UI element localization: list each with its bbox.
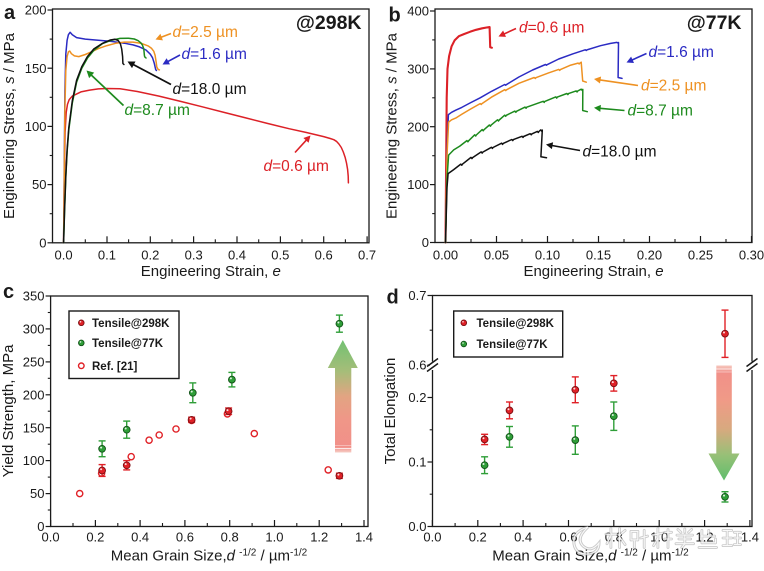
svg-text:0.1: 0.1 <box>408 455 426 470</box>
svg-text:Tensile@77K: Tensile@77K <box>92 338 164 350</box>
svg-text:0.0: 0.0 <box>423 530 441 545</box>
svg-text:Total Elongation: Total Elongation <box>382 358 399 465</box>
svg-text:Tensile@298K: Tensile@298K <box>92 318 170 330</box>
svg-text:0.2: 0.2 <box>86 530 104 545</box>
svg-text:0.6: 0.6 <box>176 530 194 545</box>
svg-text:0.6: 0.6 <box>315 248 333 263</box>
svg-text:c: c <box>3 281 14 303</box>
svg-text:b: b <box>389 5 401 27</box>
svg-text:d=2.5 µm: d=2.5 µm <box>173 24 238 41</box>
svg-text:100: 100 <box>23 453 45 468</box>
svg-text:0.5: 0.5 <box>271 248 289 263</box>
svg-text:400: 400 <box>407 4 429 19</box>
svg-text:0.0: 0.0 <box>408 519 426 534</box>
svg-text:Engineering Strain, e: Engineering Strain, e <box>141 263 281 280</box>
svg-text:@298K: @298K <box>296 12 362 34</box>
svg-text:1.4: 1.4 <box>741 530 759 545</box>
svg-text:250: 250 <box>23 354 45 369</box>
svg-text:100: 100 <box>407 177 429 192</box>
svg-text:d=8.7 µm: d=8.7 µm <box>125 102 190 119</box>
svg-text:0.2: 0.2 <box>141 248 159 263</box>
svg-text:0.7: 0.7 <box>408 288 426 303</box>
svg-text:d=1.6 µm: d=1.6 µm <box>649 44 714 61</box>
svg-text:0.4: 0.4 <box>131 530 149 545</box>
svg-text:0.2: 0.2 <box>408 390 426 405</box>
svg-text:300: 300 <box>23 322 45 337</box>
svg-text:1.4: 1.4 <box>355 530 373 545</box>
svg-text:0.2: 0.2 <box>469 530 487 545</box>
svg-text:0: 0 <box>37 519 44 534</box>
svg-text:Engineering Stress, s / MPa: Engineering Stress, s / MPa <box>384 32 401 219</box>
svg-text:150: 150 <box>25 61 47 76</box>
svg-text:d=2.5 µm: d=2.5 µm <box>641 78 706 95</box>
svg-text:0.30: 0.30 <box>739 248 764 263</box>
svg-text:0.7: 0.7 <box>358 248 376 263</box>
svg-text:Yield Strength, MPa: Yield Strength, MPa <box>0 344 17 478</box>
svg-text:200: 200 <box>407 119 429 134</box>
svg-text:200: 200 <box>23 387 45 402</box>
svg-text:0.3: 0.3 <box>185 248 203 263</box>
svg-text:Mean Grain Size,d -1/2 / µm-1/: Mean Grain Size,d -1/2 / µm-1/2 <box>492 548 689 565</box>
svg-text:100: 100 <box>25 119 47 134</box>
svg-text:200: 200 <box>25 3 47 18</box>
svg-text:d=0.6 µm: d=0.6 µm <box>264 158 329 175</box>
svg-text:Mean Grain Size,d -1/2 / µm-1/: Mean Grain Size,d -1/2 / µm-1/2 <box>111 548 308 565</box>
svg-text:350: 350 <box>23 289 45 304</box>
svg-text:Engineering Stress, s / MPa: Engineering Stress, s / MPa <box>1 32 18 219</box>
svg-text:0.25: 0.25 <box>688 248 713 263</box>
svg-text:0.10: 0.10 <box>535 248 560 263</box>
svg-text:0.1: 0.1 <box>98 248 116 263</box>
svg-text:0: 0 <box>39 235 46 250</box>
svg-text:Engineering Strain, e: Engineering Strain, e <box>523 263 663 280</box>
svg-text:0: 0 <box>422 235 429 250</box>
svg-text:d=8.7 µm: d=8.7 µm <box>628 103 693 120</box>
svg-text:d=18.0 µm: d=18.0 µm <box>583 144 657 161</box>
svg-text:0.6: 0.6 <box>408 358 426 373</box>
svg-text:d=1.6 µm: d=1.6 µm <box>182 46 247 63</box>
svg-text:d=18.0 µm: d=18.0 µm <box>173 81 247 98</box>
svg-text:d=0.6 µm: d=0.6 µm <box>519 20 584 37</box>
svg-text:1.2: 1.2 <box>310 530 328 545</box>
svg-text:0.4: 0.4 <box>514 530 532 545</box>
svg-text:a: a <box>4 2 16 24</box>
svg-text:Tensile@298K: Tensile@298K <box>477 318 555 330</box>
svg-text:0.20: 0.20 <box>637 248 662 263</box>
svg-text:150: 150 <box>23 420 45 435</box>
svg-text:0.00: 0.00 <box>433 248 458 263</box>
svg-text:0.05: 0.05 <box>484 248 509 263</box>
svg-text:@77K: @77K <box>687 12 742 34</box>
svg-text:0.15: 0.15 <box>586 248 611 263</box>
svg-text:300: 300 <box>407 61 429 76</box>
svg-text:50: 50 <box>30 486 44 501</box>
svg-text:Ref. [21]: Ref. [21] <box>92 361 138 373</box>
svg-text:Tensile@77K: Tensile@77K <box>477 339 549 351</box>
svg-text:d: d <box>387 287 399 309</box>
svg-text:0.0: 0.0 <box>42 530 60 545</box>
svg-text:50: 50 <box>32 177 46 192</box>
svg-text:0.0: 0.0 <box>55 248 73 263</box>
svg-text:0.8: 0.8 <box>221 530 239 545</box>
svg-text:0.4: 0.4 <box>228 248 246 263</box>
svg-text:1.0: 1.0 <box>265 530 283 545</box>
